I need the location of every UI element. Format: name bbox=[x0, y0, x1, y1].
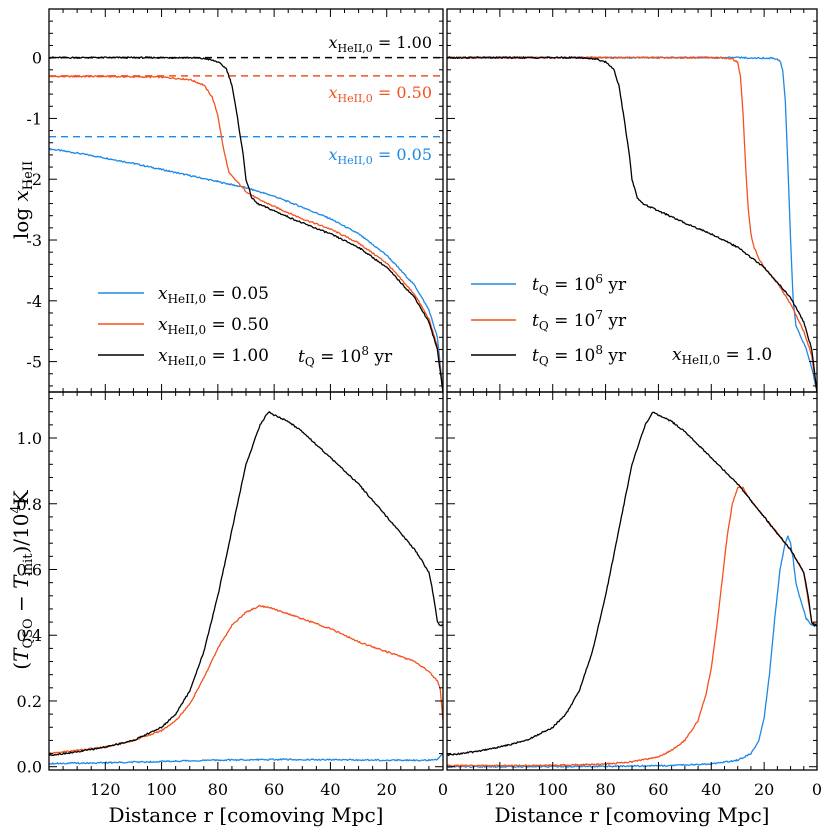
y-tick-label: 0.2 bbox=[17, 692, 42, 711]
x-tick-label: 100 bbox=[146, 780, 177, 799]
x-tick-label: 100 bbox=[537, 780, 568, 799]
legend-top-right: tQ = 106 yr tQ = 107 yr tQ = 108 yr bbox=[471, 272, 627, 368]
legend-label-1.00: xHeII,0 = 1.00 bbox=[158, 346, 269, 368]
x-tick-label: 60 bbox=[648, 780, 668, 799]
hline-label-1.00: xHeII,0 = 1.00 bbox=[328, 33, 432, 55]
series-t-q-10-6-yr bbox=[447, 535, 817, 769]
x-tick-label: 120 bbox=[90, 780, 121, 799]
panel-top-right-frame bbox=[446, 8, 818, 393]
bottom-left-xlabel: Distance r [comoving Mpc] bbox=[109, 803, 384, 827]
series-x-heii-0-0-50 bbox=[49, 604, 443, 755]
series-x-heii-0-0-05 bbox=[49, 147, 443, 392]
series-t-q-10-6-yr bbox=[447, 56, 817, 392]
series-x-heii-0-1-00 bbox=[49, 411, 443, 757]
hline-label-0.50: xHeII,0 = 0.50 bbox=[328, 83, 432, 105]
legend-label-tq6: tQ = 106 yr bbox=[532, 272, 627, 297]
series-x-heii-0-1-00 bbox=[49, 56, 443, 392]
y-tick-label: -1 bbox=[26, 109, 42, 128]
y-tick-label: 0.4 bbox=[17, 626, 42, 645]
series-x-heii-0-0-50 bbox=[49, 75, 443, 392]
panel-top-right bbox=[446, 8, 818, 393]
bottom-right-xlabel: Distance r [comoving Mpc] bbox=[495, 803, 770, 827]
top-ylabel: log xHeII bbox=[9, 161, 36, 239]
x-tick-label: 0 bbox=[438, 780, 448, 799]
y-tick-label: -4 bbox=[26, 292, 42, 311]
panel-bottom-right-frame bbox=[446, 391, 818, 771]
legend-label-0.05: xHeII,0 = 0.05 bbox=[158, 284, 269, 306]
bottom-ylabel: (TQSO − Tinit)/104K bbox=[9, 489, 36, 669]
y-tick-label: 0.0 bbox=[17, 758, 42, 777]
legend-label-tq8: tQ = 108 yr bbox=[532, 343, 627, 368]
x-tick-label: 40 bbox=[320, 780, 340, 799]
y-tick-label: 0.8 bbox=[17, 495, 42, 514]
hline-label-0.05: xHeII,0 = 0.05 bbox=[328, 145, 432, 167]
y-tick-label: -3 bbox=[26, 231, 42, 250]
y-tick-label: -2 bbox=[26, 170, 42, 189]
x-tick-label: 60 bbox=[264, 780, 284, 799]
top-left-tq-annotation: tQ = 108 yr bbox=[298, 344, 393, 369]
x-tick-label: 40 bbox=[701, 780, 721, 799]
x-tick-label: 20 bbox=[377, 780, 397, 799]
legend-label-tq7: tQ = 107 yr bbox=[532, 308, 627, 333]
y-tick-label: 0.6 bbox=[17, 560, 42, 579]
x-tick-label: 120 bbox=[485, 780, 516, 799]
y-tick-label: 1.0 bbox=[17, 429, 42, 448]
y-tick-label: -5 bbox=[26, 353, 42, 372]
legend-label-0.50: xHeII,0 = 0.50 bbox=[158, 315, 269, 337]
x-tick-label: 80 bbox=[208, 780, 228, 799]
series-t-q-10-7-yr bbox=[447, 56, 817, 392]
series-t-q-10-7-yr bbox=[447, 486, 817, 768]
x-tick-label: 0 bbox=[812, 780, 822, 799]
legend-top-left: xHeII,0 = 0.05 xHeII,0 = 0.50 xHeII,0 = … bbox=[98, 284, 269, 368]
x-tick-label: 80 bbox=[595, 780, 615, 799]
series-x-heii-0-0-05 bbox=[49, 753, 443, 765]
top-right-xheii-annotation: xHeII,0 = 1.0 bbox=[672, 345, 772, 367]
series-t-q-10-8-yr bbox=[447, 411, 817, 757]
panel-bottom-right: 120 100 80 60 40 20 0 bbox=[446, 391, 822, 799]
x-tick-label: 20 bbox=[754, 780, 774, 799]
panel-bottom-left: 120 100 80 60 40 20 0 0.0 0.2 0.4 0.6 0.8 1.0 bbox=[17, 391, 448, 799]
series-t-q-10-8-yr bbox=[447, 56, 817, 392]
panel-bottom-left-frame bbox=[48, 391, 444, 771]
y-tick-label: 0 bbox=[32, 49, 42, 68]
